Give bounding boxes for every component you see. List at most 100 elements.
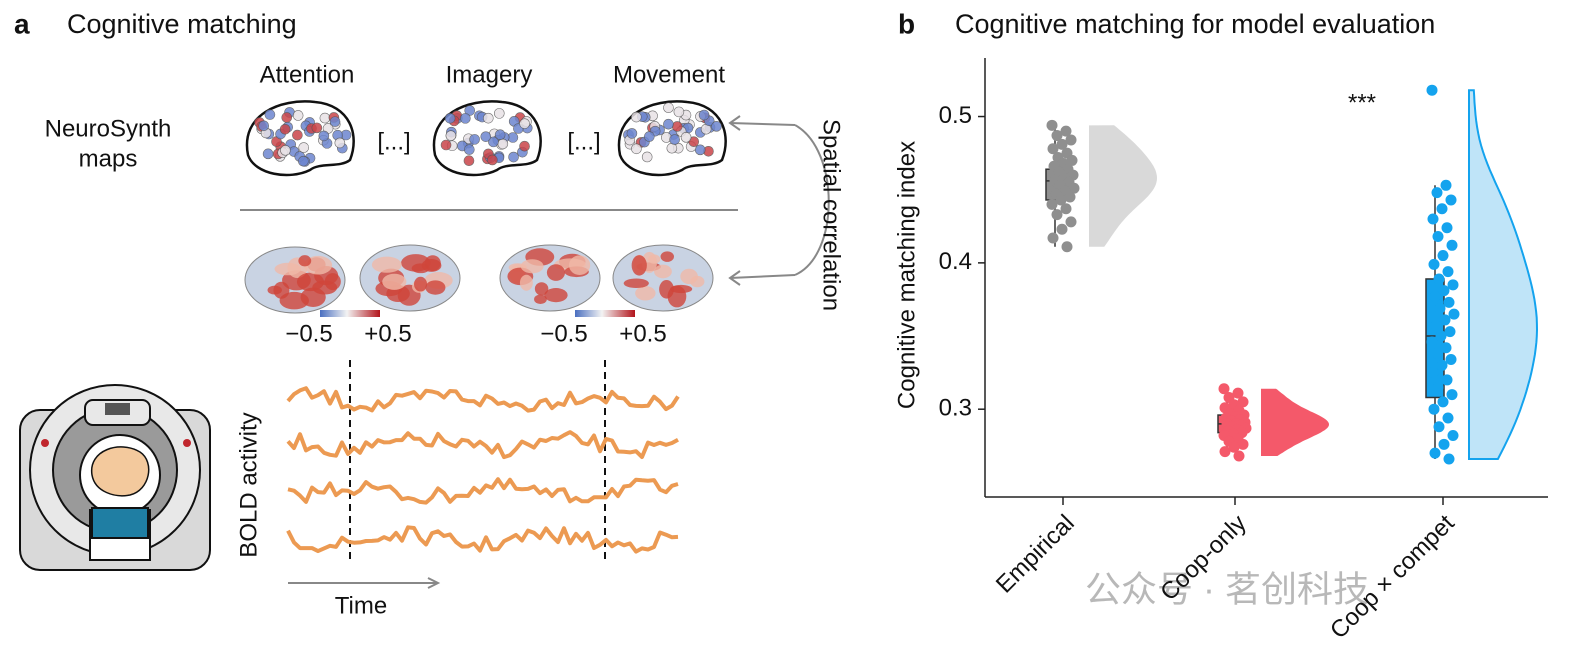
point [1437, 250, 1449, 262]
colorbar-tick: +0.5 [619, 320, 666, 347]
brain-dot [644, 131, 655, 142]
point [1447, 279, 1459, 291]
cloud [1468, 89, 1539, 461]
cortex-patch [296, 272, 325, 292]
point [1429, 447, 1441, 459]
point [1445, 194, 1457, 206]
brain-dot [671, 121, 683, 132]
point [1228, 441, 1240, 453]
brain-dot [641, 151, 653, 163]
point [1442, 266, 1454, 278]
point [1445, 353, 1457, 365]
cortex-patch [519, 274, 533, 291]
brain-dot [494, 129, 506, 141]
point [1065, 134, 1077, 146]
brain-dot [469, 134, 480, 145]
y-axis-label: Cognitive matching index [893, 141, 920, 409]
brain-dot [488, 136, 499, 148]
y-tick-label: 0.4 [939, 248, 972, 275]
brain-dot [334, 137, 346, 149]
cortex-patch [660, 251, 674, 262]
chart-title: Cognitive matching for model evaluation [955, 9, 1435, 39]
brain-dot [318, 130, 330, 142]
point [1446, 389, 1458, 401]
y-tick-label: 0.5 [939, 102, 972, 129]
x-tick-label: Empirical [991, 510, 1080, 599]
brain-dot [292, 129, 303, 141]
brain-dot [631, 143, 642, 155]
point [1061, 241, 1073, 253]
cloud [1261, 388, 1329, 457]
point [1431, 187, 1443, 199]
brain-dot [311, 122, 323, 134]
cortex-patch [324, 273, 341, 291]
point [1066, 154, 1078, 166]
y-tick-label: 0.3 [939, 395, 972, 422]
point [1056, 138, 1068, 150]
map-label: Movement [613, 61, 725, 88]
point [1441, 222, 1453, 234]
brain-dot [480, 131, 492, 142]
point [1060, 203, 1072, 215]
signal-label: BOLD activity [235, 412, 262, 557]
bold-trace [286, 430, 679, 460]
point [1430, 320, 1442, 332]
brain-dot [262, 148, 274, 160]
point [1237, 396, 1249, 408]
point [1237, 438, 1249, 450]
cortex-patch [670, 284, 693, 294]
point [1060, 125, 1072, 137]
time-arrow [288, 577, 441, 589]
colorbar-tick: −0.5 [285, 320, 332, 347]
brain-dot [298, 155, 309, 167]
point [1441, 374, 1453, 386]
cortex-patch [546, 264, 566, 281]
cortex-patch [425, 280, 446, 295]
arrow-heads [728, 115, 796, 286]
curved-arrow [794, 124, 830, 276]
cortex-patch [371, 256, 402, 273]
brain-dot [279, 123, 291, 135]
brain-dot [445, 130, 457, 141]
brain-dot [464, 144, 475, 155]
point [1055, 194, 1067, 206]
bold-trace [287, 477, 679, 505]
cortex-patch [274, 262, 301, 276]
bold-trace [286, 386, 680, 413]
source-label: NeuroSynth [45, 115, 172, 142]
point [1427, 367, 1439, 379]
bold-trace [286, 525, 679, 554]
point [1438, 285, 1450, 297]
brain-dot [329, 116, 341, 127]
watermark: 公众号 · 茗创科技 [1085, 569, 1369, 610]
point [1439, 314, 1451, 326]
brain-dot [298, 142, 310, 153]
point [1426, 84, 1438, 96]
brain-dot [519, 140, 530, 152]
brain-dot [698, 109, 710, 121]
brain-dot [319, 112, 331, 124]
point [1435, 330, 1447, 342]
point [1440, 342, 1452, 354]
brain-dot [497, 138, 509, 150]
point [1436, 203, 1448, 215]
cortex-patch [631, 255, 647, 276]
brain-dot [508, 151, 519, 163]
cortex-patch [534, 294, 547, 304]
point [1433, 273, 1445, 285]
point [1047, 143, 1059, 155]
point [1429, 291, 1441, 303]
point [1433, 421, 1445, 433]
cortex-patch [401, 254, 431, 272]
cortex-patch [534, 282, 549, 296]
brain-dot [626, 128, 638, 139]
point [1218, 383, 1230, 395]
cortex-patch [680, 268, 698, 285]
brain-dot [673, 106, 685, 118]
brain-dot [711, 121, 722, 132]
point [1446, 239, 1458, 251]
point [1068, 182, 1080, 194]
brain-dot [463, 155, 475, 167]
cortex-patch [568, 255, 591, 276]
point [1064, 191, 1076, 203]
